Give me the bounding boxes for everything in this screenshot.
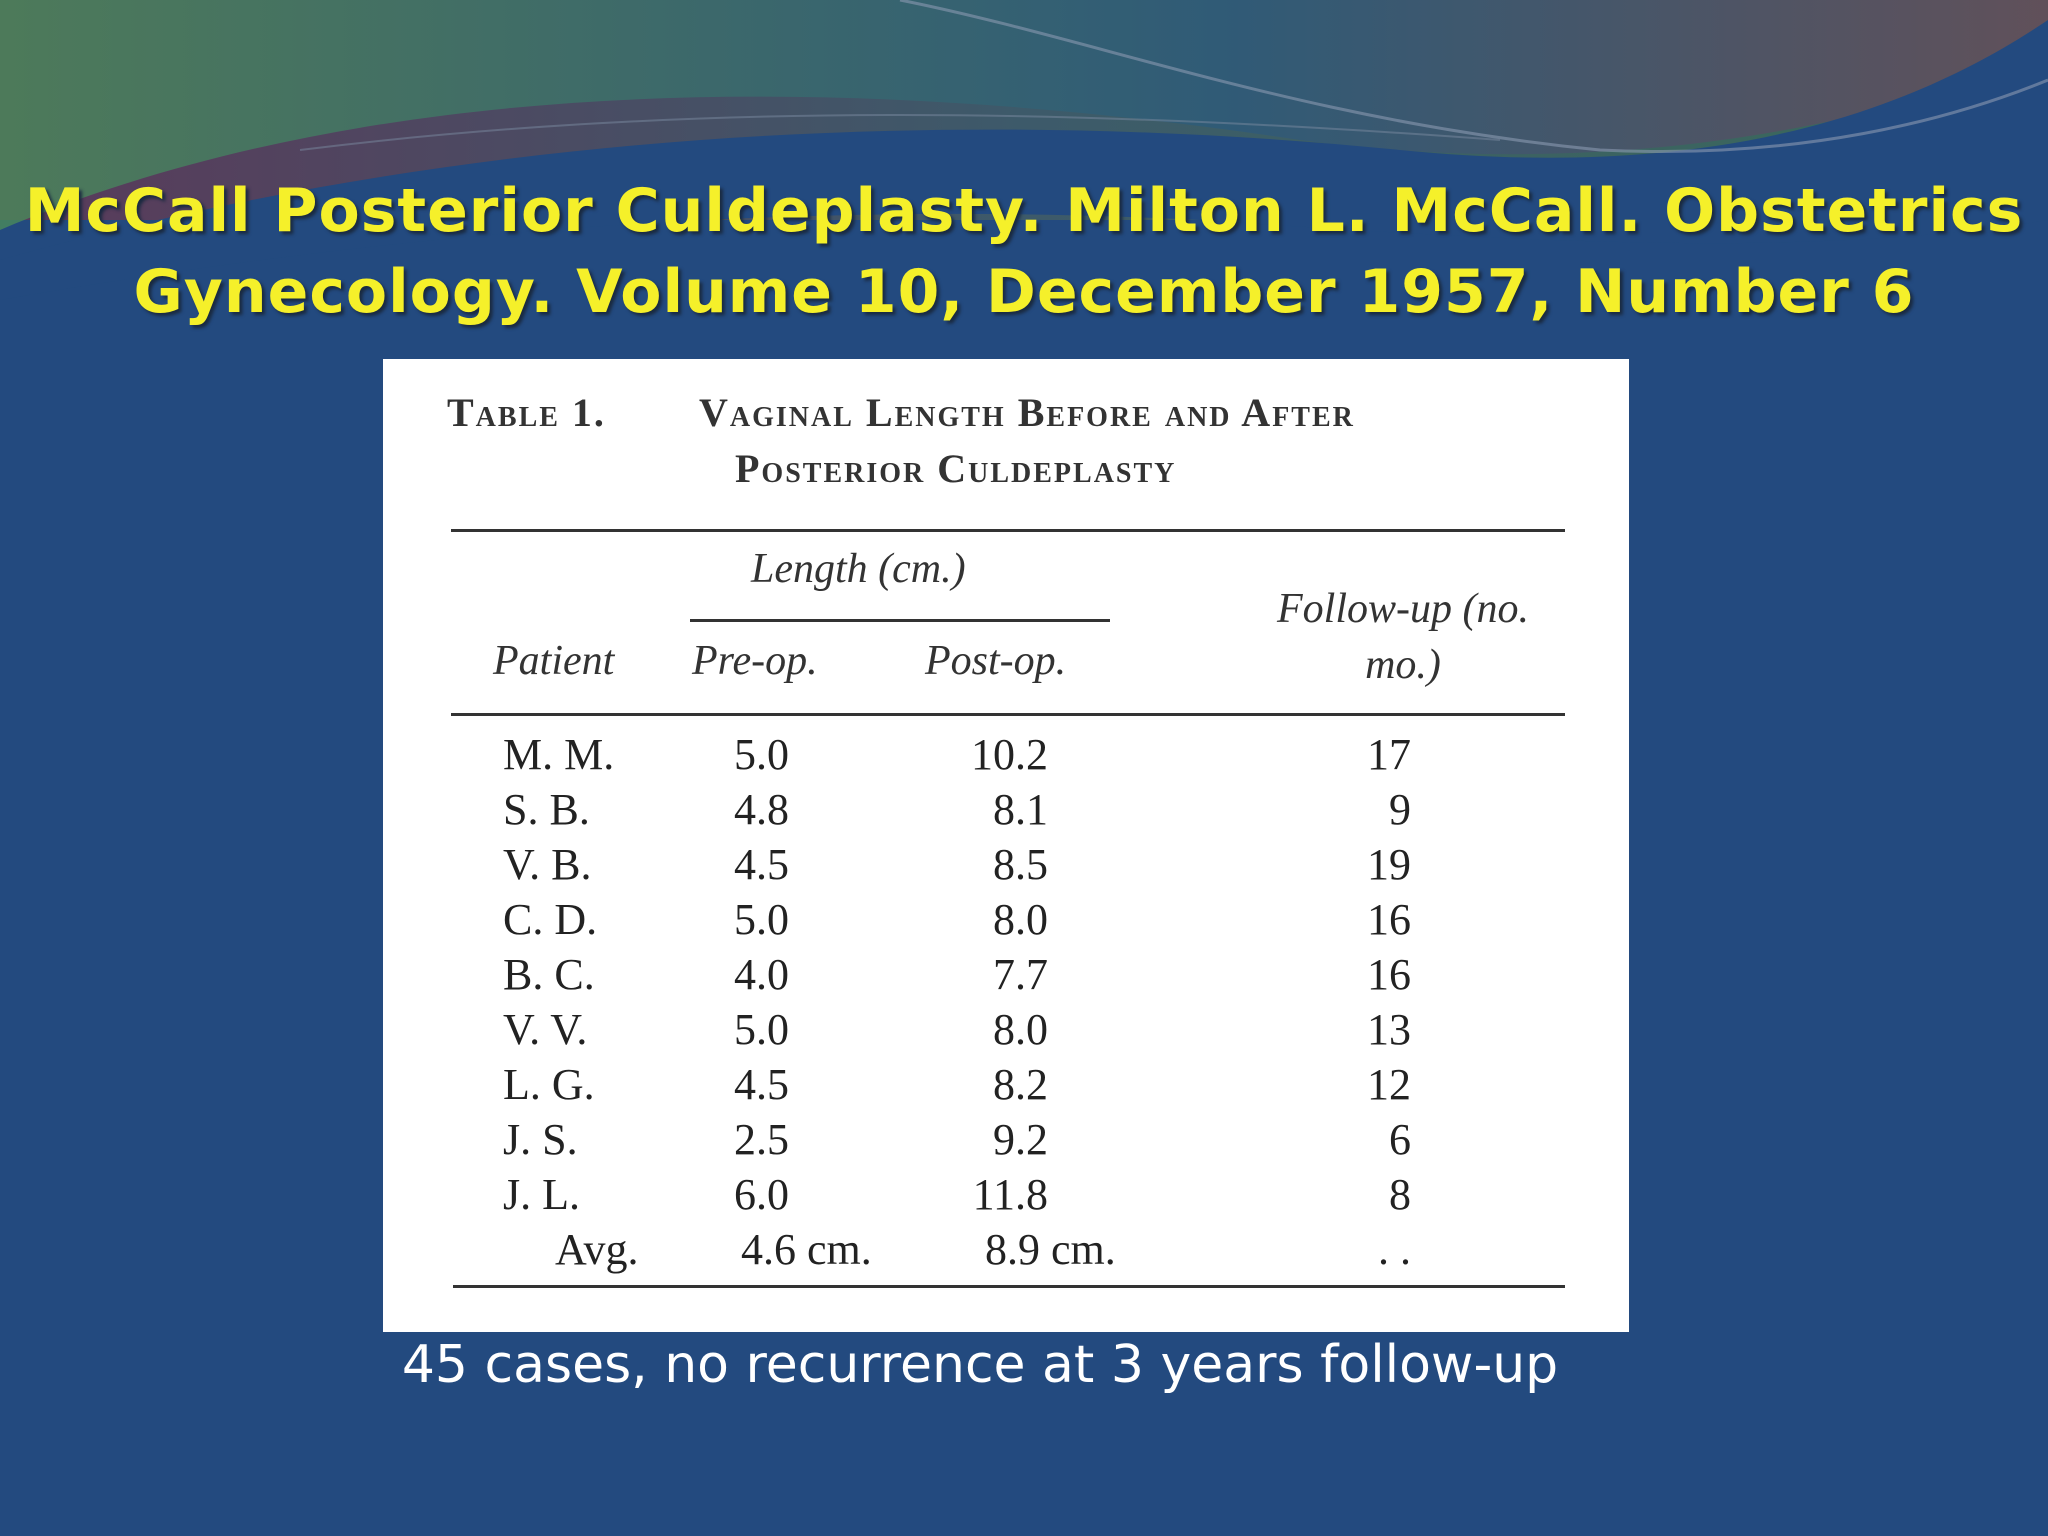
table-cell: Avg. [555, 1225, 639, 1274]
rule [453, 1285, 1565, 1288]
table-cell: C. D. [503, 895, 598, 944]
caption-line: Posterior Culdeplasty [735, 446, 1177, 491]
table-cell: L. G. [503, 1060, 595, 1109]
table-cell: 5.0 [734, 1005, 789, 1054]
title-line: McCall Posterior Culdeplasty. Milton L. … [24, 176, 2024, 246]
table-cell: 6 [1389, 1115, 1411, 1164]
table-cell: B. C. [503, 950, 595, 999]
table-cell: 8.5 [993, 840, 1048, 889]
table-cell: 9.2 [993, 1115, 1048, 1164]
table-cell: 6.0 [734, 1170, 789, 1219]
table-cell: V. B. [503, 840, 592, 889]
table-cell: 19 [1367, 840, 1411, 889]
table-cell: 5.0 [734, 895, 789, 944]
table-image: Table 1. Vaginal Length Before and After… [383, 359, 1629, 1332]
table-cell: 8.0 [993, 895, 1048, 944]
table-cell: 8.0 [993, 1005, 1048, 1054]
column-header: Patient [493, 638, 615, 684]
table-cell: S. B. [503, 785, 590, 834]
caption-label: Table 1. [447, 390, 606, 435]
table-cell: . . [1378, 1225, 1411, 1274]
table-cell: M. M. [503, 730, 615, 779]
table-cell: 4.8 [734, 785, 789, 834]
table-cell: 4.5 [734, 840, 789, 889]
rule [451, 713, 1565, 716]
table-cell: J. S. [503, 1115, 578, 1164]
table-cell: 8.2 [993, 1060, 1048, 1109]
table-cell: 16 [1367, 895, 1411, 944]
column-header: Post-op. [925, 638, 1067, 684]
table-cell: J. L. [503, 1170, 580, 1219]
table-cell: 10.2 [971, 730, 1048, 779]
table-cell: 4.0 [734, 950, 789, 999]
table-cell: 12 [1367, 1060, 1411, 1109]
caption-line: Vaginal Length Before and After [699, 390, 1355, 435]
table-cell: 4.6 cm. [741, 1225, 872, 1274]
column-header: Pre-op. [692, 638, 818, 684]
table-cell: 8.1 [993, 785, 1048, 834]
title-line: Gynecology. Volume 10, December 1957, Nu… [133, 257, 1915, 327]
column-header: Follow-up (no. mo.) [1277, 586, 1529, 688]
rule [451, 529, 1565, 532]
table-cell: 5.0 [734, 730, 789, 779]
table-cell: 7.7 [993, 950, 1048, 999]
table-cell: 4.5 [734, 1060, 789, 1109]
table-cell: 13 [1367, 1005, 1411, 1054]
table-cell: 2.5 [734, 1115, 789, 1164]
table-cell: 11.8 [972, 1170, 1048, 1219]
table-cell: 9 [1389, 785, 1411, 834]
table-cell: 16 [1367, 950, 1411, 999]
group-header: Length (cm.) [751, 546, 966, 592]
rule [690, 619, 1110, 622]
table-cell: 8 [1389, 1170, 1411, 1219]
table-cell: V. V. [503, 1005, 588, 1054]
footnote: 45 cases, no recurrence at 3 years follo… [401, 1335, 1559, 1395]
table-cell: 8.9 cm. [985, 1225, 1116, 1274]
table-cell: 17 [1367, 730, 1411, 779]
